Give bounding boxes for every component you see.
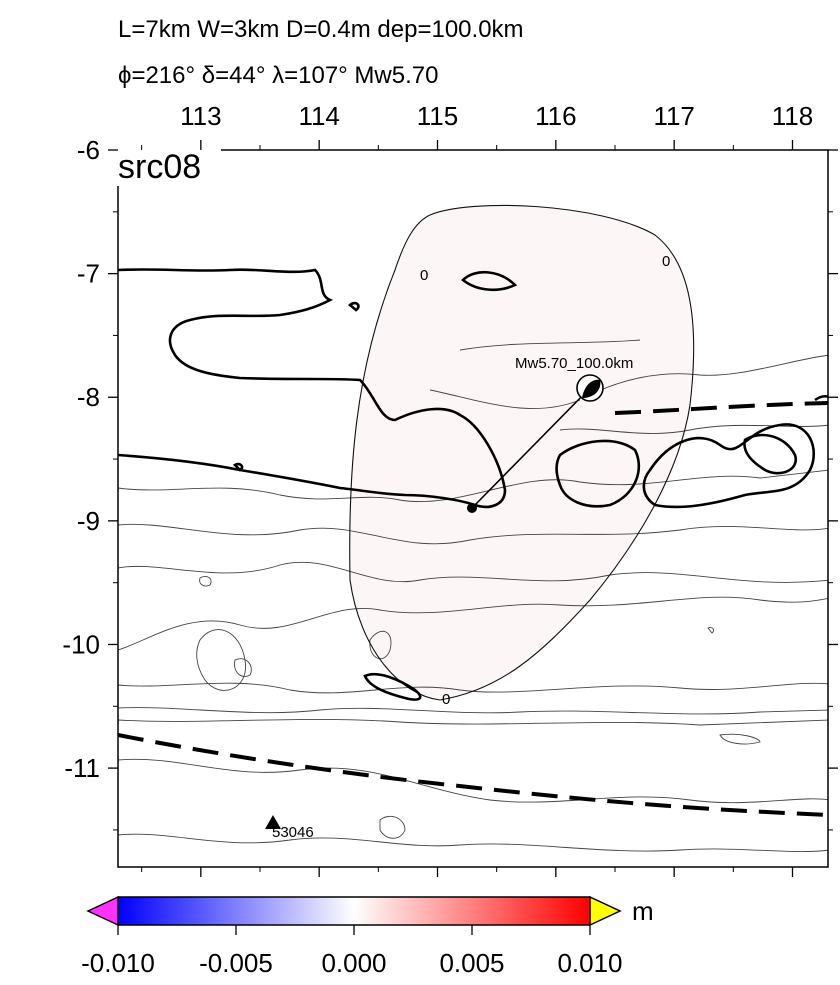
uplift-shading [349,205,694,700]
contour-label-zero: 0 [442,691,450,708]
longitude-tick-label: 118 [772,101,813,131]
latitude-axis: -6 -7 -8 -9 -10 -11 [62,135,838,831]
latitude-tick-label: -10 [62,629,100,659]
colorbar-unit: m [632,896,654,926]
panel-label: src08 [118,148,201,186]
map-contents: 0 0 0 Mw5.70_100.0km 53046 [118,204,828,853]
colorbar-high-triangle [589,895,622,927]
coastlines [118,268,828,701]
colorbar-tick-label: 0.000 [321,948,386,978]
latitude-tick-label: -6 [77,135,100,165]
thin-contours [118,339,828,853]
zero-displacement-contour [349,204,695,701]
trench-lines [118,401,828,817]
station-label: 53046 [272,824,314,841]
latitude-tick-label: -11 [64,753,100,783]
epicenter-marker [467,503,477,513]
colorbar-tick-label: 0.005 [439,948,504,978]
contour-label-zero: 0 [420,267,428,284]
latitude-tick-label: -7 [77,259,100,289]
longitude-tick-label: 113 [180,101,221,131]
colorbar-tick-label: 0.010 [557,948,622,978]
epicenter-offset-line [471,387,591,509]
map-frame [117,149,829,868]
contour-label-zero: 0 [662,253,670,270]
longitude-tick-label: 116 [535,101,576,131]
panel-label-background [115,146,221,186]
colorbar: m -0.010 -0.005 0.000 0.005 0.010 [81,895,654,978]
latitude-tick-label: -8 [77,382,100,412]
longitude-tick-label: 117 [653,101,694,131]
source-parameters-line2: ϕ=216° δ=44° λ=107° Mw5.70 [118,62,439,89]
longitude-tick-label: 115 [417,101,458,131]
focal-mechanism-beachball [576,374,604,402]
colorbar-low-triangle [86,895,119,927]
event-label: Mw5.70_100.0km [515,355,633,372]
colorbar-gradient [117,896,591,926]
longitude-tick-label: 114 [298,101,339,131]
latitude-tick-label: -9 [77,506,100,536]
source-parameters-line1: L=7km W=3km D=0.4m dep=100.0km [118,16,524,43]
colorbar-tick-label: -0.010 [81,948,155,978]
colorbar-tick-label: -0.005 [199,948,273,978]
longitude-axis: 113 114 115 116 117 118 [141,101,813,877]
station-marker [265,815,281,829]
